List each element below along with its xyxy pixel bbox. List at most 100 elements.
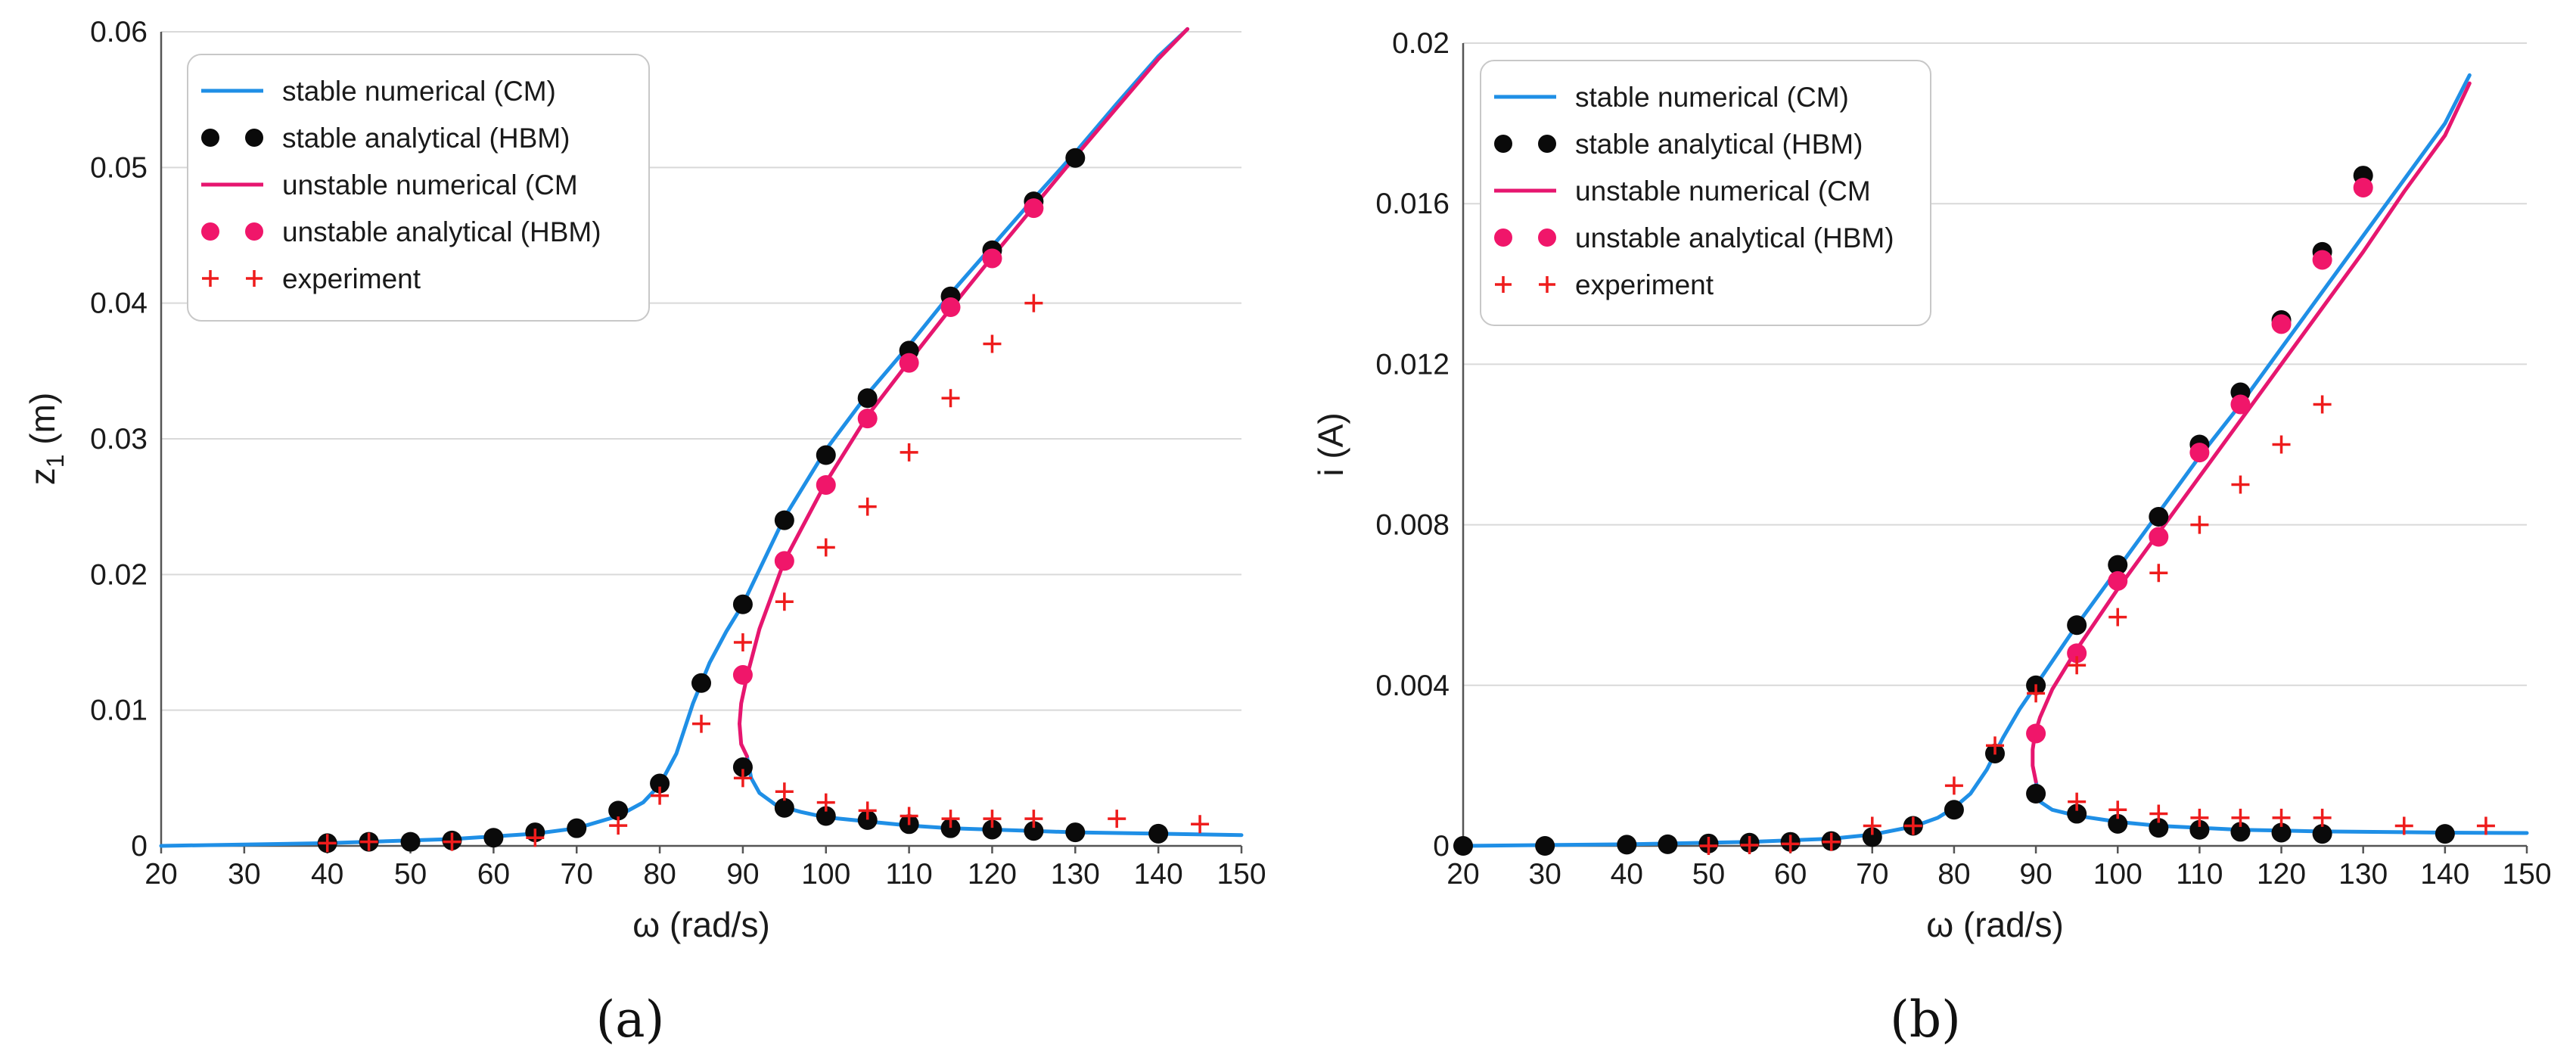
data-point — [858, 801, 877, 820]
data-point — [899, 353, 919, 373]
data-point — [2149, 527, 2169, 547]
data-point — [1944, 800, 1964, 820]
x-tick-label: 90 — [2019, 858, 2052, 891]
data-point — [774, 797, 794, 818]
legend-label-unstable-numerical: unstable numerical (CM — [282, 169, 578, 200]
x-tick-label: 20 — [144, 858, 177, 891]
data-point — [2476, 816, 2495, 835]
data-point — [2394, 816, 2413, 835]
y-tick-label: 0.004 — [1375, 670, 1450, 702]
data-point — [774, 551, 794, 571]
legend: stable numerical (CM) stable analytical (… — [187, 54, 650, 322]
data-point — [982, 819, 1002, 840]
x-axis-label: ω (rad/s) — [632, 905, 770, 944]
data-point — [2108, 608, 2127, 626]
data-point — [732, 594, 753, 614]
data-point — [2353, 177, 2373, 197]
data-point — [857, 409, 878, 429]
data-point — [941, 810, 960, 828]
data-point — [1453, 836, 1473, 856]
x-tick-label: 110 — [2176, 858, 2223, 891]
legend-label-experiment: experiment — [1575, 269, 1714, 300]
data-point — [1535, 836, 1555, 856]
x-tick-label: 110 — [886, 858, 933, 891]
data-point — [359, 832, 378, 851]
x-tick-label: 150 — [1217, 858, 1266, 891]
legend: stable numerical (CM) stable analytical (… — [1480, 60, 1931, 326]
x-tick-label: 50 — [394, 858, 427, 891]
y-tick-label: 0.02 — [90, 558, 148, 591]
chart-a: 20 30 40 50 60 70 80 90 100 110 120 130 140 150 0 0.01 0… — [23, 16, 1266, 1049]
data-point — [1781, 835, 1800, 853]
data-point — [2067, 804, 2087, 824]
legend-swatch — [246, 270, 263, 287]
data-point — [2149, 818, 2169, 838]
data-point — [2271, 314, 2292, 334]
data-point — [2435, 824, 2455, 844]
y-tick-label: 0.01 — [90, 695, 148, 727]
data-point — [2067, 615, 2087, 636]
chart-b: 20 30 40 50 60 70 80 90 100 110 120 130 140 150 0 0.004… — [1311, 27, 2552, 1049]
series-unstable-analytical-hbm- — [2026, 177, 2373, 744]
data-point — [1903, 816, 1922, 835]
y-axis-label-main: z — [23, 468, 62, 485]
data-point — [318, 834, 337, 853]
legend-swatch — [202, 270, 219, 287]
data-point — [2312, 250, 2332, 270]
legend-box — [187, 54, 650, 322]
data-point — [941, 389, 960, 408]
x-tick-label: 40 — [311, 858, 343, 891]
y-axis-label-main: i (A) — [1311, 412, 1350, 476]
panel-label: (b) — [1890, 990, 1961, 1049]
legend-label-stable-numerical: stable numerical (CM) — [1575, 82, 1849, 113]
y-tick-label: 0 — [131, 830, 148, 863]
x-axis-label: ω (rad/s) — [1926, 905, 2064, 944]
series-unstable-numerical-cm — [738, 26, 1190, 759]
x-tick-label: 60 — [477, 858, 510, 891]
data-point — [857, 810, 878, 830]
data-point — [2272, 808, 2291, 827]
data-point — [982, 248, 1002, 269]
x-tick-label: 80 — [1937, 858, 1970, 891]
data-point — [2149, 564, 2168, 583]
legend-swatch — [1539, 276, 1555, 293]
legend-swatch — [1495, 276, 1512, 293]
data-point — [567, 818, 587, 838]
legend-swatch — [1538, 228, 1556, 247]
data-point — [1740, 835, 1759, 854]
legend-swatch — [1494, 228, 1512, 247]
data-point — [1024, 294, 1043, 312]
data-point — [2068, 792, 2087, 811]
legend-swatch — [1494, 135, 1512, 153]
data-point — [650, 773, 670, 794]
data-point — [2068, 656, 2087, 675]
x-tick-label: 80 — [643, 858, 676, 891]
x-tick-label: 130 — [2338, 858, 2388, 891]
data-point — [816, 806, 836, 826]
x-tick-label: 120 — [2257, 858, 2306, 891]
data-point — [2108, 570, 2128, 591]
data-point — [2190, 808, 2209, 827]
x-tick-label: 30 — [228, 858, 260, 891]
data-point — [732, 665, 753, 685]
series-experiment — [1699, 395, 2495, 855]
legend-swatch — [201, 129, 219, 147]
data-point — [2108, 800, 2127, 819]
x-tick-label: 50 — [1692, 858, 1725, 891]
legend-swatch — [1538, 135, 1556, 153]
data-point — [1191, 815, 1210, 834]
x-tick-label: 60 — [1774, 858, 1807, 891]
data-point — [774, 510, 794, 530]
data-point — [816, 793, 835, 812]
data-point — [2272, 435, 2291, 454]
y-tick-label: 0 — [1433, 830, 1450, 863]
data-point — [900, 807, 918, 825]
panel-label: (a) — [596, 990, 665, 1049]
data-point — [1065, 148, 1086, 168]
series-line — [738, 26, 1190, 759]
data-point — [2026, 784, 2046, 804]
data-point — [1024, 198, 1044, 219]
data-point — [857, 388, 878, 409]
series-experiment — [318, 294, 1210, 853]
data-point — [1986, 736, 2004, 755]
